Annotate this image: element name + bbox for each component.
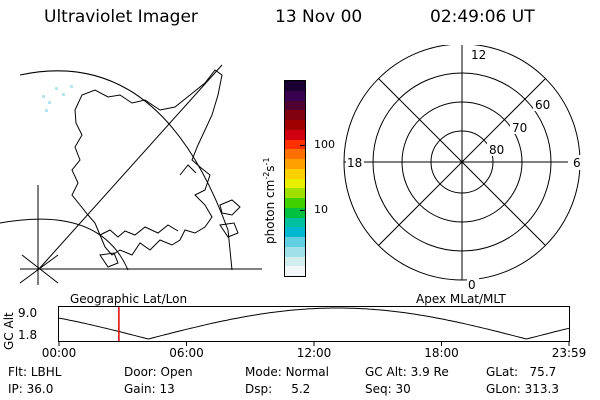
- status-glon: GLon: 313.3: [486, 382, 559, 396]
- status-seq: Seq: 30: [365, 382, 411, 396]
- colorbar-segment: [285, 120, 305, 130]
- colorbar-tick-mark: [300, 145, 306, 146]
- map-inner-arc: [0, 218, 129, 271]
- altitude-x-tick-label: 06:00: [169, 346, 204, 360]
- colorbar-segment: [285, 188, 305, 198]
- map-island: [99, 252, 119, 268]
- altitude-plot: [58, 306, 570, 346]
- altitude-curve: [58, 307, 570, 340]
- colorbar-segment: [285, 129, 305, 140]
- polar-diagonal: [378, 78, 546, 246]
- colorbar-segment: [285, 256, 305, 267]
- mlt-label-left: 18: [347, 156, 362, 170]
- status-glat: GLat: 75.7: [486, 365, 557, 379]
- mlt-label-bottom: 0: [468, 278, 476, 290]
- time-label: 02:49:06 UT: [430, 7, 535, 27]
- colorbar-segment: [285, 168, 305, 179]
- colorbar-segment: [285, 246, 305, 257]
- status-door: Door: Open: [124, 365, 193, 379]
- colorbar-segment: [285, 237, 305, 247]
- geographic-map: [0, 64, 262, 285]
- altitude-frame: [58, 306, 570, 342]
- altitude-x-tick-label: 18:00: [424, 346, 459, 360]
- altitude-x-tick-label: 00:00: [41, 346, 77, 360]
- map-coastline-detail: [99, 224, 179, 238]
- altitude-x-tick-label: 12:00: [296, 346, 332, 360]
- colorbar-segment: [285, 90, 305, 101]
- status-mode: Mode: Normal: [245, 365, 329, 379]
- colorbar-segment: [285, 207, 305, 218]
- map-meridian: [37, 64, 223, 271]
- status-ip: IP: 36.0: [8, 382, 54, 396]
- status-filter: Flt: LBHL: [8, 365, 62, 379]
- mlat-label-70: 70: [512, 121, 527, 135]
- colorbar-tick-label: 100: [314, 138, 335, 151]
- map-coastline-detail: [179, 164, 197, 176]
- polar-plot: 12 0 18 6 60 70 80: [343, 45, 582, 290]
- mlat-label-60: 60: [535, 98, 550, 112]
- left-panel-label: Geographic Lat/Lon: [70, 292, 188, 306]
- map-island: [219, 199, 241, 216]
- mlat-label-80: 80: [489, 143, 504, 157]
- colorbar-segment: [285, 198, 305, 208]
- date-label: 13 Nov 00: [275, 7, 363, 27]
- colorbar-segment: [285, 139, 305, 150]
- altitude-ylabel: GC Alt: [2, 312, 16, 350]
- map-aurora-pixels: [42, 85, 73, 112]
- colorbar-segment: [285, 110, 305, 120]
- status-gain: Gain: 13: [124, 382, 175, 396]
- map-coastline: [71, 69, 223, 256]
- colorbar-segment: [285, 159, 305, 169]
- altitude-x-tick-label: 23:59: [551, 346, 587, 360]
- map-latitude-arc: [19, 70, 233, 271]
- colorbar-segment: [285, 217, 305, 228]
- colorbar-segment: [285, 227, 305, 237]
- colorbar-segment: [285, 178, 305, 189]
- mlt-label-right: 6: [573, 156, 581, 170]
- colorbar-segment: [285, 81, 305, 91]
- status-gc-alt: GC Alt: 3.9 Re: [365, 365, 449, 379]
- colorbar-tick-mark: [300, 210, 306, 211]
- altitude-ytick-top: 9.0: [18, 306, 38, 320]
- instrument-title: Ultraviolet Imager: [44, 7, 198, 27]
- altitude-ytick-bottom: 1.8: [18, 328, 38, 342]
- right-panel-label: Apex MLat/MLT: [416, 292, 506, 306]
- colorbar-tick-label: 10: [314, 203, 328, 216]
- mlt-label-top: 12: [471, 48, 486, 62]
- map-island: [219, 222, 239, 238]
- colorbar-label: photon cm-2s-1: [262, 157, 277, 244]
- status-dsp: Dsp: 5.2: [245, 382, 311, 396]
- colorbar-segment: [285, 266, 305, 276]
- colorbar-segment: [285, 149, 305, 159]
- colorbar: [284, 80, 306, 277]
- colorbar-segment: [285, 100, 305, 111]
